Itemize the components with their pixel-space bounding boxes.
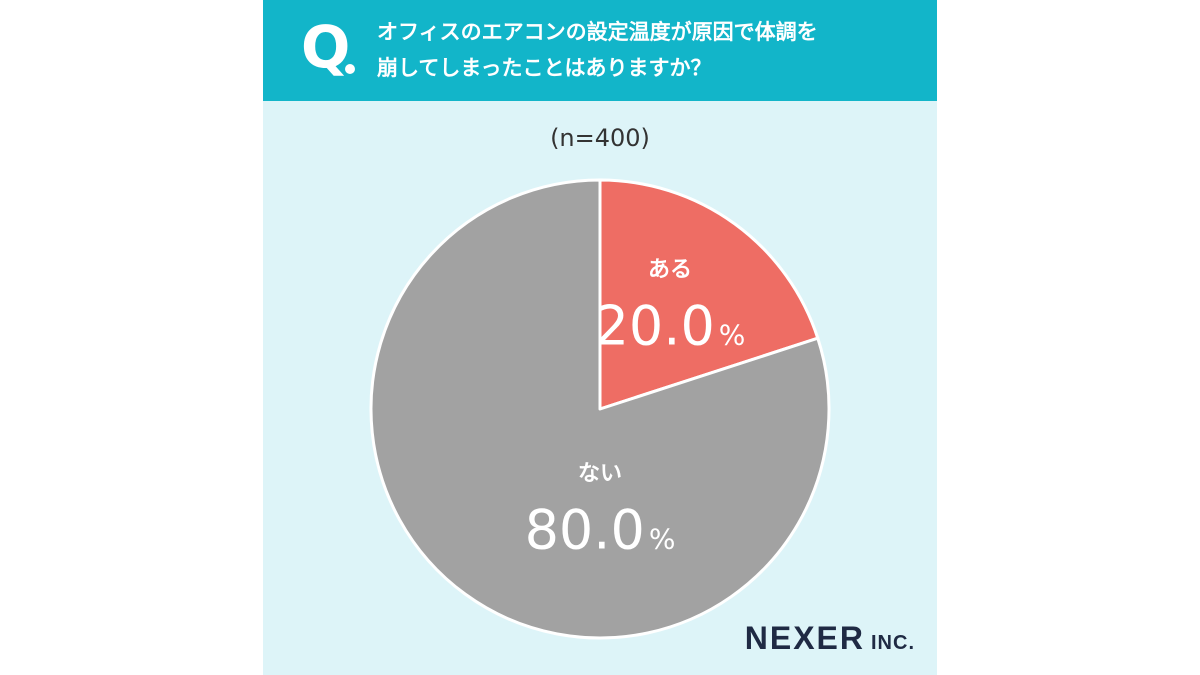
slice-label-group-2: ない 80.0% xyxy=(525,461,676,561)
slice-label-group-1: ある 20.0% xyxy=(595,258,746,358)
question-text: オフィスのエアコンの設定温度が原因で体調を 崩してしまったことはありますか？ xyxy=(377,20,818,80)
logo-sub-text: INC. xyxy=(871,632,915,654)
logo-main-text: NEXER xyxy=(744,620,865,656)
pie-chart: ある 20.0 % ない 80.0% xyxy=(369,178,831,640)
slice-category-label: ない xyxy=(578,461,622,486)
question-header: Q オフィスのエアコンの設定温度が原因で体調を 崩してしまったことはありますか？ xyxy=(263,0,937,101)
chart-card: Q オフィスのエアコンの設定温度が原因で体調を 崩してしまったことはありますか？… xyxy=(263,0,937,675)
slice-value-label: 80.0% xyxy=(525,498,676,561)
pie-slice-2 xyxy=(369,178,831,640)
slice-value-label: 20.0% xyxy=(595,295,746,358)
pie-slice-1 xyxy=(598,178,820,411)
q-mark: Q xyxy=(301,13,350,81)
nexer-logo: NEXER INC. xyxy=(745,620,915,657)
q-dot-decoration xyxy=(345,64,355,74)
slice-category-label: ある xyxy=(648,258,692,283)
sample-size: (n=400) xyxy=(550,124,650,152)
